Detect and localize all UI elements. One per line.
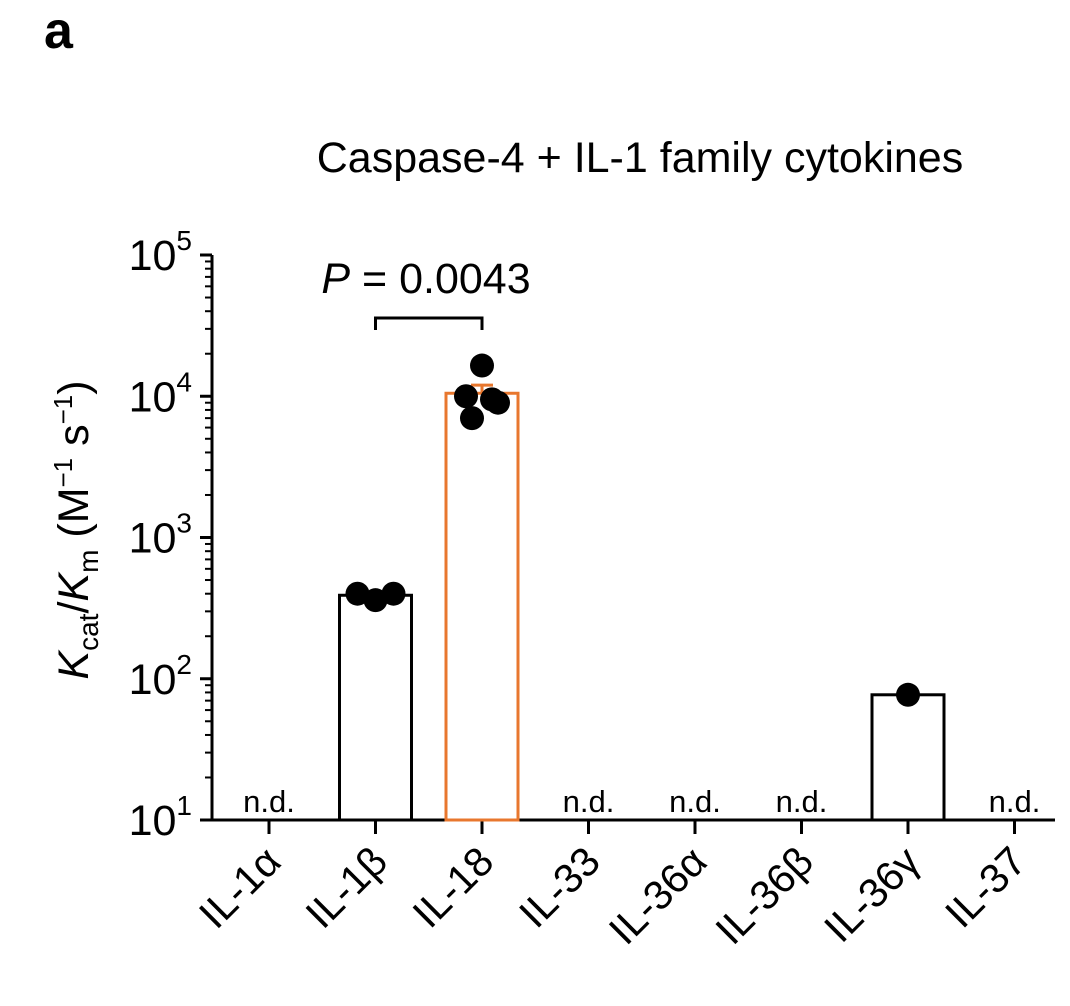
bar bbox=[444, 391, 520, 822]
data-point bbox=[460, 406, 484, 431]
x-tick-label: IL-36α bbox=[600, 838, 715, 953]
y-label-slash: / bbox=[50, 602, 98, 614]
nd-label: n.d. bbox=[669, 784, 721, 819]
nd-label: n.d. bbox=[563, 784, 615, 819]
bar bbox=[870, 693, 946, 822]
y-label-unit-s: s bbox=[50, 424, 98, 457]
data-point bbox=[470, 353, 494, 378]
x-tick-label: IL-36γ bbox=[815, 837, 928, 950]
y-tick-exponent: 2 bbox=[176, 649, 192, 680]
data-point bbox=[345, 581, 370, 606]
x-tick-label: IL-36β bbox=[707, 838, 822, 953]
p-value-text: = 0.0043 bbox=[350, 255, 531, 303]
y-label-km: K bbox=[50, 571, 98, 602]
x-tick-label: IL-1α bbox=[190, 838, 289, 937]
x-tick-label: IL-37 bbox=[936, 838, 1035, 937]
y-tick-label: 101 bbox=[129, 790, 192, 845]
y-axis-label: Kcat/Km (M−1 s−1) bbox=[48, 380, 104, 679]
y-tick-base: 10 bbox=[129, 515, 177, 563]
data-point bbox=[363, 588, 388, 613]
x-tick-label: IL-1β bbox=[297, 838, 396, 937]
y-tick-label: 104 bbox=[129, 366, 192, 421]
data-point bbox=[896, 682, 920, 707]
y-tick-base: 10 bbox=[129, 373, 177, 421]
data-point bbox=[454, 384, 478, 409]
y-tick-exponent: 1 bbox=[176, 790, 192, 821]
y-tick-label: 102 bbox=[129, 649, 192, 704]
y-label-k: K bbox=[50, 649, 98, 680]
y-tick-label: 103 bbox=[129, 508, 192, 563]
data-point bbox=[381, 581, 406, 606]
y-tick-exponent: 3 bbox=[176, 508, 192, 539]
y-tick-base: 10 bbox=[129, 797, 177, 845]
nd-label: n.d. bbox=[243, 784, 295, 819]
p-value-annotation: P = 0.0043 bbox=[321, 255, 530, 303]
data-point bbox=[480, 387, 504, 412]
x-tick-label: IL-33 bbox=[510, 838, 609, 937]
x-tick-label: IL-18 bbox=[404, 838, 503, 937]
bar bbox=[338, 593, 413, 822]
nd-label: n.d. bbox=[776, 784, 828, 819]
y-tick-base: 10 bbox=[129, 656, 177, 704]
y-label-m: m bbox=[73, 550, 104, 573]
p-value-italic: P bbox=[321, 255, 350, 303]
y-label-cat: cat bbox=[73, 613, 104, 651]
y-tick-base: 10 bbox=[129, 232, 177, 280]
significance-bracket bbox=[374, 316, 484, 330]
y-tick-exponent: 4 bbox=[176, 366, 192, 397]
y-label-exp2: −1 bbox=[48, 395, 78, 425]
y-tick-label: 105 bbox=[129, 225, 192, 280]
y-label-unit-open: (M bbox=[50, 487, 98, 549]
y-label-exp1: −1 bbox=[48, 458, 78, 488]
panel-label: a bbox=[44, 2, 74, 60]
y-tick-exponent: 5 bbox=[176, 225, 192, 256]
y-label-unit-close: ) bbox=[50, 380, 98, 394]
nd-label: n.d. bbox=[989, 784, 1041, 819]
chart-title: Caspase-4 + IL-1 family cytokines bbox=[317, 134, 963, 182]
